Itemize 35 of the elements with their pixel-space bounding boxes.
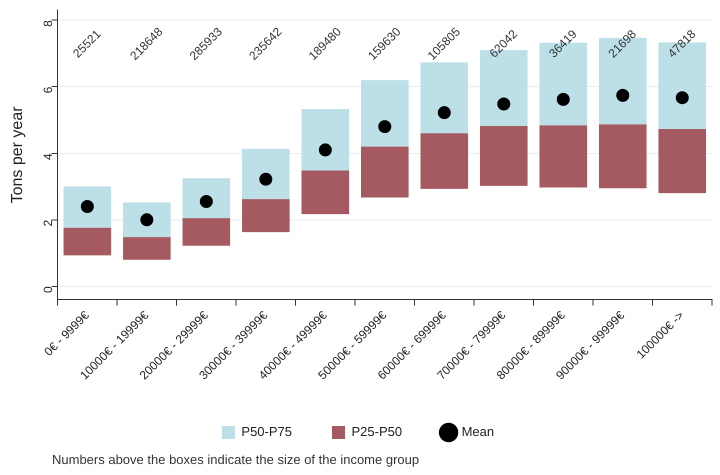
- point: [378, 120, 392, 134]
- bar: [480, 126, 528, 186]
- legend-label: P50-P75: [241, 424, 292, 440]
- bar: [242, 199, 290, 232]
- bar: [123, 202, 171, 238]
- bar: [123, 237, 171, 260]
- bar: [242, 148, 290, 200]
- y-axis-title: Tons per year: [9, 106, 26, 204]
- bar: [361, 80, 409, 147]
- legend-label: P25-P50: [351, 424, 402, 440]
- bar: [420, 62, 468, 134]
- point: [497, 98, 510, 111]
- y-tick-label: 4: [40, 152, 55, 160]
- y-tick-label: 0: [40, 286, 55, 294]
- bar: [182, 178, 230, 218]
- legend-label: Mean: [462, 424, 494, 440]
- bar: [64, 186, 112, 228]
- point: [438, 106, 451, 120]
- bar: [64, 228, 112, 256]
- y-tick-label: 6: [40, 86, 55, 94]
- bar: [182, 218, 230, 246]
- bar: [361, 146, 409, 198]
- bar: [539, 125, 588, 188]
- point: [676, 91, 689, 104]
- point: [616, 88, 630, 102]
- y-tick-label: 2: [40, 219, 55, 226]
- point: [556, 92, 570, 106]
- text: Numbers above the boxes indicate the size of the income group: [52, 452, 420, 468]
- bar: [658, 128, 706, 194]
- y-tick-label: 8: [40, 20, 55, 27]
- bar: [420, 133, 468, 189]
- bar: [598, 124, 647, 188]
- bar: [302, 170, 350, 214]
- point: [318, 143, 332, 156]
- bar: [302, 109, 350, 171]
